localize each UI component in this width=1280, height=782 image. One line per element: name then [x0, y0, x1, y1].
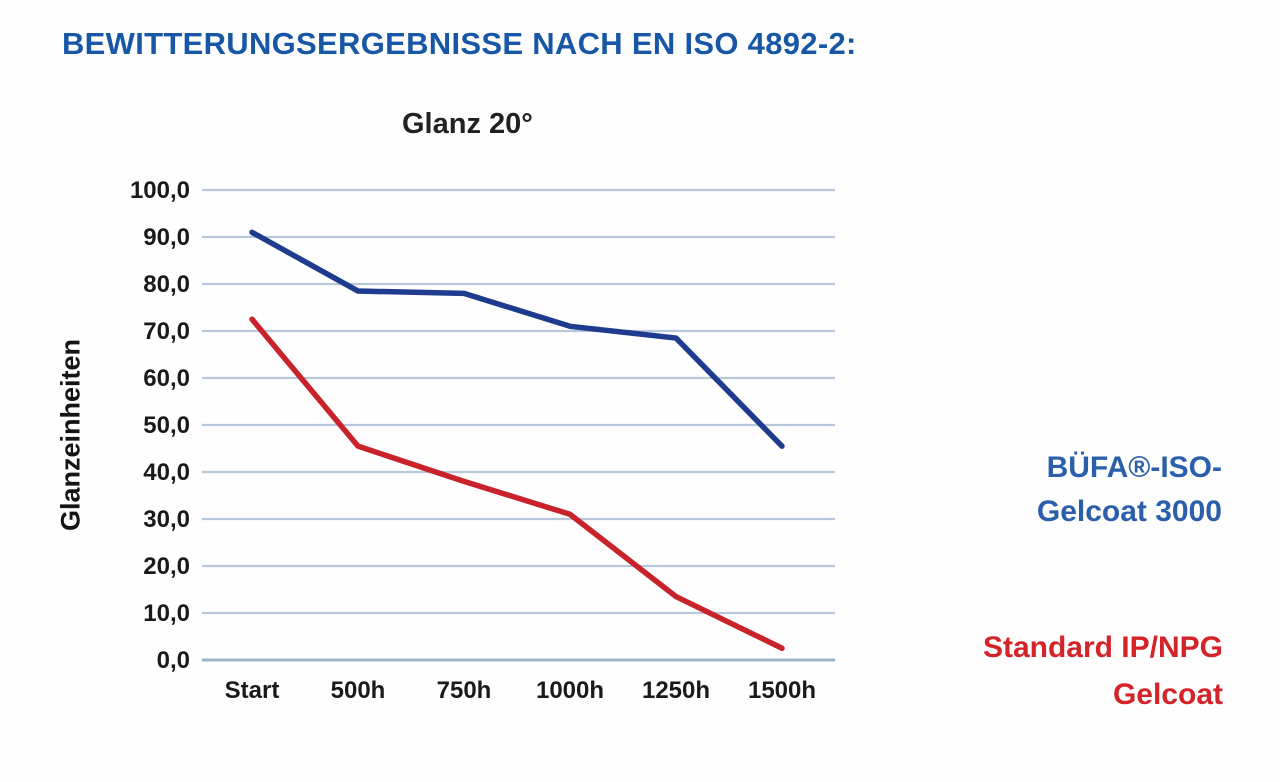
legend-standard-line2: Gelcoat [1112, 678, 1223, 711]
y-tick-label: 20,0 [143, 553, 190, 580]
y-tick-label: 80,0 [143, 271, 190, 298]
x-tick-label: 1250h [642, 677, 710, 704]
y-tick-label: 10,0 [143, 600, 190, 627]
x-tick-label: Start [225, 677, 280, 704]
page-title: BEWITTERUNGSERGEBNISSE NACH EN ISO 4892-… [62, 26, 857, 61]
y-tick-label: 30,0 [143, 506, 190, 533]
x-tick-label: 1500h [748, 677, 816, 704]
legend-bufa-line2: Gelcoat 3000 [1036, 495, 1222, 528]
series-line-standard-ip-npg-gelcoat [249, 316, 785, 651]
y-tick-label: 40,0 [143, 459, 190, 486]
gloss-line-chart: 0,0 10,0 20,0 30,0 40,0 50,0 60,0 70,0 80,0 90,0 1… [130, 177, 835, 704]
legend-standard-ip-npg-gelcoat: Standard IP/NPG Gelcoat [983, 624, 1223, 718]
y-tick-label: 0,0 [157, 647, 190, 674]
y-tick-label: 60,0 [143, 365, 190, 392]
x-tick-label: 500h [331, 677, 386, 704]
legend-bufa-iso-gelcoat-3000: BÜFA®-ISO- Gelcoat 3000 [1037, 446, 1222, 534]
y-tick-label: 90,0 [143, 224, 190, 251]
x-tick-label: 1000h [536, 677, 604, 704]
series-line-bufa-iso-gelcoat-3000 [249, 229, 785, 449]
y-tick-label: 50,0 [143, 412, 190, 439]
legend-standard-line1: Standard IP/NPG [982, 631, 1223, 664]
y-axis-label: Glanzeinheiten [55, 338, 86, 532]
legend-bufa-line1: BÜFA®-ISO- [1046, 451, 1222, 484]
y-tick-label: 100,0 [130, 177, 190, 204]
y-tick-label: 70,0 [143, 318, 190, 345]
chart-title: Glanz 20° [402, 108, 533, 140]
x-tick-label: 750h [437, 677, 492, 704]
